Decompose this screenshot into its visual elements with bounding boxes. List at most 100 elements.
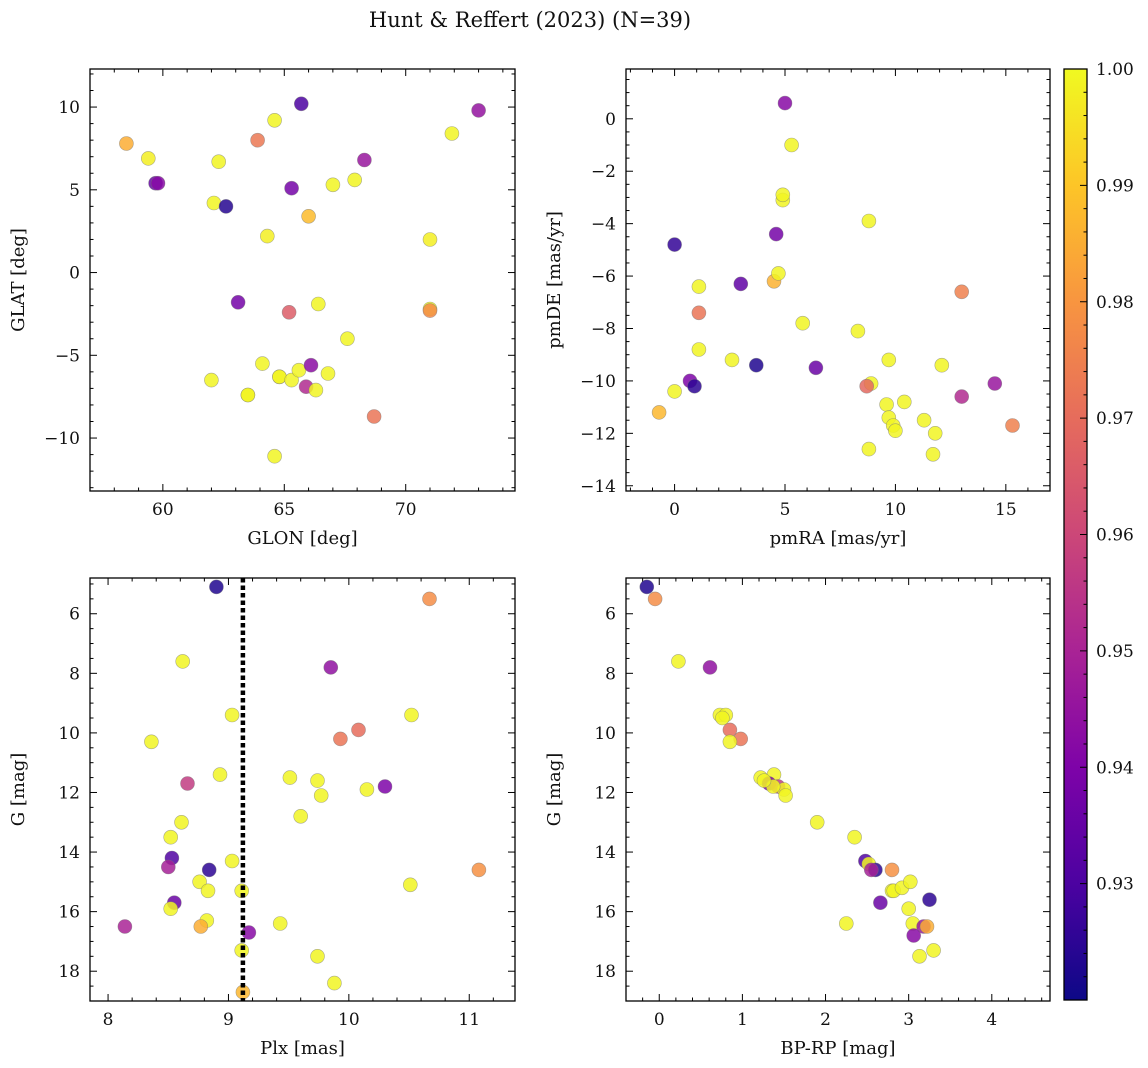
data-point[interactable]	[359, 782, 375, 797]
data-point[interactable]	[313, 788, 329, 803]
data-point[interactable]	[778, 788, 793, 803]
data-point[interactable]	[916, 412, 932, 428]
data-point[interactable]	[282, 770, 298, 785]
data-point[interactable]	[702, 660, 718, 675]
data-point[interactable]	[422, 591, 437, 607]
data-point[interactable]	[209, 579, 224, 595]
data-point[interactable]	[926, 943, 941, 958]
data-point[interactable]	[422, 303, 438, 318]
data-point[interactable]	[325, 177, 341, 193]
data-point[interactable]	[687, 378, 702, 394]
data-point[interactable]	[402, 877, 418, 893]
data-point[interactable]	[357, 152, 372, 168]
data-point[interactable]	[323, 660, 339, 675]
data-point[interactable]	[310, 773, 325, 788]
data-point[interactable]	[218, 199, 234, 214]
data-point[interactable]	[340, 331, 355, 347]
data-point[interactable]	[691, 305, 707, 321]
data-point[interactable]	[809, 814, 825, 830]
data-point[interactable]	[320, 366, 336, 381]
data-point[interactable]	[927, 425, 943, 441]
data-point[interactable]	[722, 734, 738, 750]
data-point[interactable]	[272, 369, 287, 385]
data-point[interactable]	[808, 360, 824, 376]
data-point[interactable]	[647, 591, 663, 607]
data-point[interactable]	[163, 829, 178, 845]
data-point[interactable]	[691, 279, 707, 294]
data-point[interactable]	[884, 862, 900, 878]
data-point[interactable]	[777, 95, 793, 111]
data-point[interactable]	[922, 892, 937, 908]
data-point[interactable]	[901, 901, 917, 917]
data-point[interactable]	[201, 862, 217, 878]
data-point[interactable]	[902, 874, 918, 890]
data-point[interactable]	[240, 387, 256, 403]
data-point[interactable]	[212, 767, 228, 782]
data-point[interactable]	[377, 779, 393, 794]
data-point[interactable]	[906, 928, 922, 943]
data-point[interactable]	[272, 916, 288, 931]
data-point[interactable]	[888, 423, 903, 439]
data-point[interactable]	[934, 357, 950, 373]
data-point[interactable]	[327, 975, 342, 991]
data-point[interactable]	[180, 776, 195, 791]
data-point[interactable]	[366, 409, 382, 424]
data-point[interactable]	[301, 209, 316, 224]
data-point[interactable]	[748, 357, 764, 373]
data-point[interactable]	[193, 919, 209, 934]
data-point[interactable]	[117, 919, 133, 934]
data-point[interactable]	[119, 136, 134, 151]
data-point[interactable]	[281, 304, 297, 320]
data-point[interactable]	[795, 315, 811, 331]
data-point[interactable]	[141, 151, 156, 166]
data-point[interactable]	[224, 853, 240, 869]
data-point[interactable]	[756, 773, 772, 788]
data-point[interactable]	[954, 284, 970, 300]
data-point[interactable]	[175, 654, 190, 669]
data-point[interactable]	[303, 357, 319, 373]
data-point[interactable]	[850, 323, 866, 339]
data-point[interactable]	[954, 389, 970, 404]
data-point[interactable]	[150, 175, 166, 191]
data-point[interactable]	[847, 829, 862, 845]
data-point[interactable]	[444, 126, 460, 141]
data-point[interactable]	[859, 378, 875, 394]
data-point[interactable]	[838, 916, 854, 931]
data-point[interactable]	[284, 372, 299, 388]
data-point[interactable]	[250, 132, 265, 148]
data-point[interactable]	[163, 901, 178, 917]
data-point[interactable]	[206, 195, 222, 211]
data-point[interactable]	[200, 883, 216, 899]
data-point[interactable]	[775, 187, 791, 203]
data-point[interactable]	[293, 96, 309, 112]
data-point[interactable]	[691, 342, 707, 357]
data-point[interactable]	[267, 448, 282, 464]
data-point[interactable]	[1005, 418, 1020, 433]
data-point[interactable]	[161, 859, 176, 875]
data-point[interactable]	[351, 722, 366, 738]
data-point[interactable]	[422, 232, 438, 247]
data-point[interactable]	[651, 405, 667, 420]
data-point[interactable]	[925, 446, 941, 462]
data-point[interactable]	[293, 808, 309, 824]
data-point[interactable]	[144, 734, 159, 750]
data-point[interactable]	[204, 372, 219, 388]
data-point[interactable]	[192, 874, 207, 890]
data-point[interactable]	[230, 294, 246, 310]
data-point[interactable]	[873, 895, 888, 911]
data-point[interactable]	[919, 919, 935, 934]
data-point[interactable]	[404, 707, 419, 723]
data-point[interactable]	[733, 276, 749, 292]
data-point[interactable]	[333, 731, 348, 747]
data-point[interactable]	[715, 710, 730, 726]
data-point[interactable]	[471, 103, 486, 118]
data-point[interactable]	[174, 814, 189, 830]
data-point[interactable]	[667, 237, 682, 252]
data-point[interactable]	[234, 883, 249, 899]
data-point[interactable]	[308, 382, 324, 398]
data-point[interactable]	[784, 137, 799, 153]
data-point[interactable]	[667, 384, 682, 399]
data-point[interactable]	[284, 180, 299, 196]
data-point[interactable]	[471, 862, 487, 878]
data-point[interactable]	[879, 397, 894, 412]
